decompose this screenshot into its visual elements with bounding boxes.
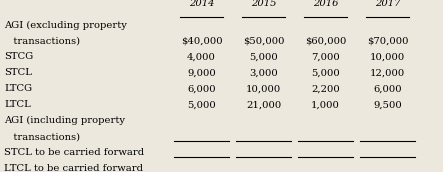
Text: LTCL to be carried forward: LTCL to be carried forward	[4, 164, 144, 172]
Text: 2015: 2015	[251, 0, 276, 8]
Text: 7,000: 7,000	[311, 52, 340, 61]
Text: LTCG: LTCG	[4, 84, 32, 93]
Text: 9,500: 9,500	[373, 100, 402, 109]
Text: STCL: STCL	[4, 68, 32, 77]
Text: transactions): transactions)	[4, 132, 81, 141]
Text: 3,000: 3,000	[249, 68, 278, 77]
Text: AGI (including property: AGI (including property	[4, 116, 125, 126]
Text: STCG: STCG	[4, 52, 34, 61]
Text: 10,000: 10,000	[370, 52, 405, 61]
Text: $70,000: $70,000	[367, 36, 408, 45]
Text: 2014: 2014	[189, 0, 214, 8]
Text: 10,000: 10,000	[246, 84, 281, 93]
Text: 9,000: 9,000	[187, 68, 216, 77]
Text: STCL to be carried forward: STCL to be carried forward	[4, 148, 144, 157]
Text: $40,000: $40,000	[181, 36, 222, 45]
Text: 5,000: 5,000	[187, 100, 216, 109]
Text: $50,000: $50,000	[243, 36, 284, 45]
Text: 2,200: 2,200	[311, 84, 340, 93]
Text: 5,000: 5,000	[311, 68, 340, 77]
Text: 2017: 2017	[375, 0, 400, 8]
Text: $60,000: $60,000	[305, 36, 346, 45]
Text: 21,000: 21,000	[246, 100, 281, 109]
Text: 2016: 2016	[313, 0, 338, 8]
Text: 6,000: 6,000	[187, 84, 216, 93]
Text: 4,000: 4,000	[187, 52, 216, 61]
Text: 1,000: 1,000	[311, 100, 340, 109]
Text: transactions): transactions)	[4, 36, 81, 45]
Text: LTCL: LTCL	[4, 100, 31, 109]
Text: 6,000: 6,000	[373, 84, 402, 93]
Text: 12,000: 12,000	[370, 68, 405, 77]
Text: AGI (excluding property: AGI (excluding property	[4, 20, 127, 30]
Text: 5,000: 5,000	[249, 52, 278, 61]
